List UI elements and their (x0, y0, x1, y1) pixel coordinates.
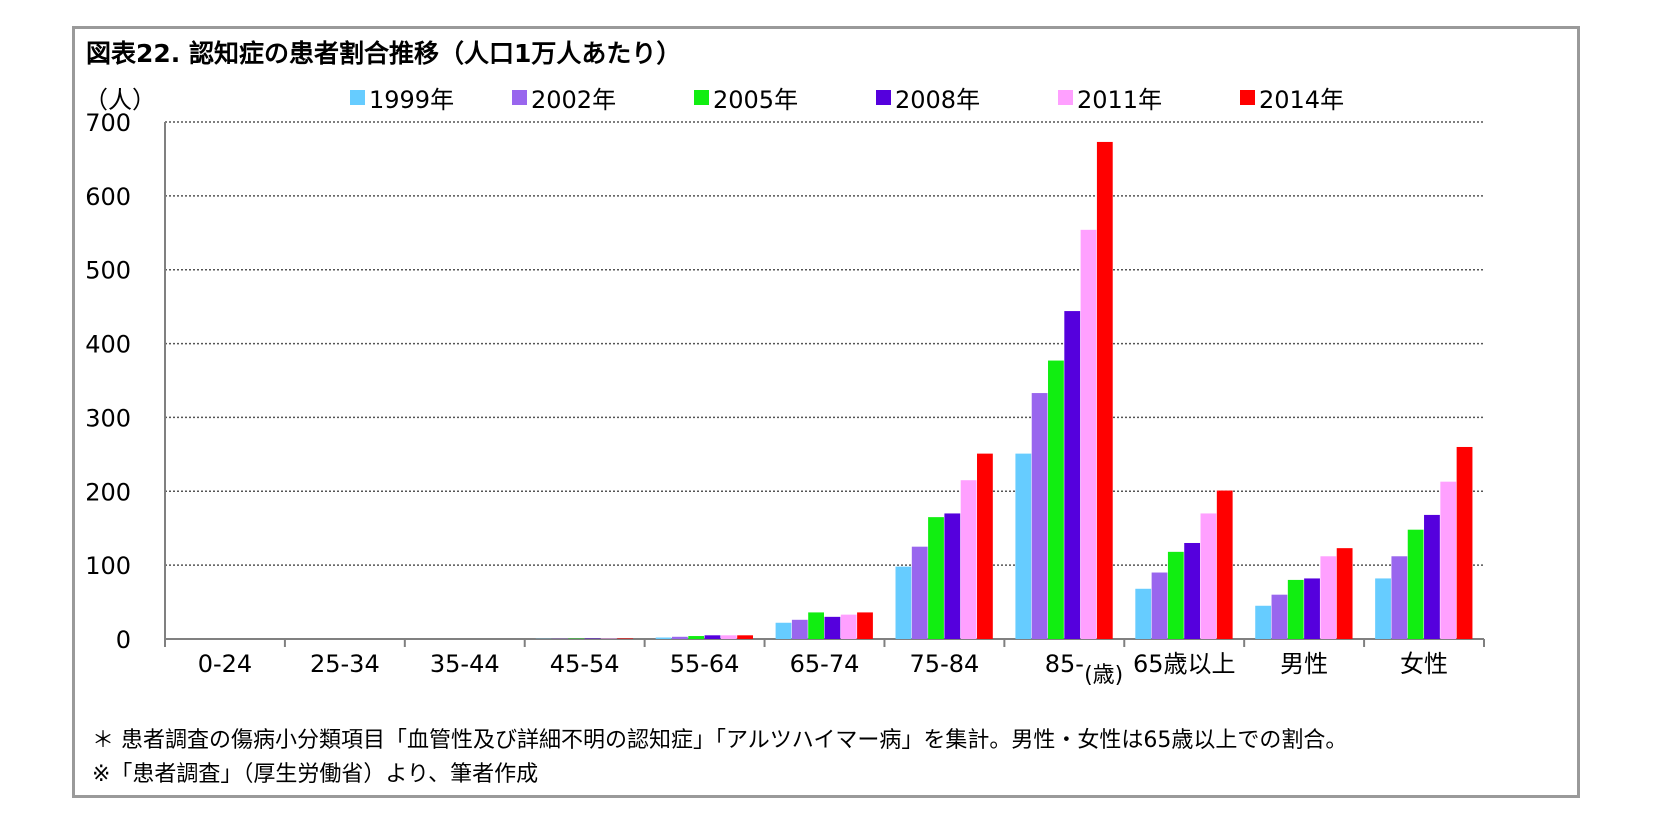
x-tick-label-10: 女性 (1400, 650, 1448, 678)
y-tick-label-0: 0 (116, 626, 131, 654)
bar-2002年-85- (1031, 393, 1048, 639)
bar-2014年-65歳以上 (1216, 490, 1233, 639)
legend-swatch-2008 (876, 90, 891, 105)
bar-1999年-男性 (1255, 605, 1272, 639)
bar-2005年-85- (1048, 360, 1064, 639)
legend-label-2002: 2002年 (531, 86, 617, 114)
bar-2011年-65-74 (840, 614, 857, 639)
legend-label-2005: 2005年 (713, 86, 799, 114)
bar-1999年-65歳以上 (1135, 588, 1152, 639)
bar-2008年-女性 (1424, 514, 1440, 639)
bar-2014年-55-64 (737, 635, 753, 639)
bar-2005年-55-64 (688, 636, 705, 639)
bar-2002年-75-84 (911, 546, 928, 639)
bar-2005年-男性 (1287, 579, 1304, 639)
bar-2005年-65歳以上 (1167, 551, 1184, 639)
bar-1999年-65-74 (775, 622, 792, 639)
chart-title: 図表22. 認知症の患者割合推移（人口1万人あたり） (86, 39, 682, 68)
bar-2005年-75-84 (928, 517, 944, 639)
y-tick-label-600: 600 (85, 183, 131, 211)
bar-2002年-女性 (1391, 556, 1408, 639)
bar-2008年-男性 (1304, 578, 1320, 639)
x-tick-label-1: 25-34 (310, 650, 380, 678)
bar-2011年-55-64 (720, 635, 737, 639)
x-tick-label-7: 85- (1045, 650, 1084, 678)
legend-item-2008: 2008年 (876, 80, 980, 115)
y-tick-label-200: 200 (85, 478, 131, 506)
y-tick-label-700: 700 (85, 109, 131, 137)
bar-2005年-女性 (1407, 529, 1424, 639)
legend-label-2008: 2008年 (895, 86, 981, 114)
bar-2014年-65-74 (857, 612, 873, 639)
bar-2011年-男性 (1320, 556, 1337, 639)
bar-2002年-男性 (1271, 594, 1288, 639)
x-tick-label-6: 75-84 (910, 650, 980, 678)
x-tick-label-4: 55-64 (670, 650, 740, 678)
legend-item-2014: 2014年 (1240, 80, 1344, 115)
bar-1999年-女性 (1375, 578, 1391, 639)
legend-swatch-2014 (1240, 90, 1255, 105)
chart-frame (72, 26, 1580, 798)
x-tick-label-9: 男性 (1280, 650, 1328, 678)
legend-item-1999: 1999年 (350, 80, 454, 115)
legend-item-2005: 2005年 (694, 80, 798, 115)
bar-2008年-65歳以上 (1184, 542, 1201, 639)
bar-2002年-65-74 (791, 619, 808, 639)
bar-2014年-85- (1096, 141, 1113, 640)
bar-2011年-85- (1080, 229, 1097, 639)
legend-swatch-2002 (512, 90, 527, 105)
legend-swatch-2005 (694, 90, 709, 105)
x-tick-label-5: 65-74 (790, 650, 860, 678)
legend-item-2002: 2002年 (512, 80, 616, 115)
x-axis-unit: (歳) (1084, 663, 1123, 688)
legend: 1999年 2002年 2005年 2008年 2011年 2014年 (350, 80, 1470, 115)
y-tick-label-500: 500 (85, 257, 131, 285)
bar-2011年-65歳以上 (1200, 513, 1217, 639)
bar-2008年-65-74 (824, 616, 841, 639)
bar-2008年-75-84 (944, 513, 961, 639)
bar-2011年-75-84 (960, 480, 977, 639)
x-tick-label-8: 65歳以上 (1133, 650, 1236, 678)
legend-label-2014: 2014年 (1259, 86, 1345, 114)
footnote-method: ＊ 患者調査の傷病小分類項目「血管性及び詳細不明の認知症」「アルツハイマー病」を… (92, 728, 1348, 753)
bar-2014年-75-84 (977, 453, 993, 639)
legend-swatch-1999 (350, 90, 365, 105)
y-axis-unit: （人） (84, 86, 156, 114)
bar-2014年-男性 (1336, 548, 1353, 639)
bar-1999年-85- (1015, 453, 1032, 639)
y-tick-label-300: 300 (85, 404, 131, 432)
bar-2011年-女性 (1440, 481, 1457, 639)
bar-2008年-55-64 (704, 635, 721, 639)
bar-2005年-65-74 (808, 612, 824, 639)
bar-1999年-75-84 (895, 566, 912, 639)
bar-2014年-女性 (1456, 446, 1473, 639)
x-tick-label-3: 45-54 (550, 650, 620, 678)
bar-2008年-85- (1064, 311, 1081, 639)
bar-2002年-55-64 (671, 636, 688, 639)
footnote-source: ※「患者調査」（厚生労働省）より、筆者作成 (92, 762, 539, 787)
legend-label-2011: 2011年 (1077, 86, 1163, 114)
x-tick-label-0: 0-24 (198, 650, 252, 678)
legend-label-1999: 1999年 (369, 86, 455, 114)
legend-item-2011: 2011年 (1058, 80, 1162, 115)
x-tick-label-2: 35-44 (430, 650, 500, 678)
bar-1999年-55-64 (655, 637, 672, 639)
bar-2002年-65歳以上 (1151, 572, 1168, 639)
footnotes: ＊ 患者調査の傷病小分類項目「血管性及び詳細不明の認知症」「アルツハイマー病」を… (92, 724, 1347, 792)
y-tick-label-400: 400 (85, 331, 131, 359)
legend-swatch-2011 (1058, 90, 1073, 105)
bar-2014年-45-54 (617, 638, 634, 639)
y-tick-label-100: 100 (85, 552, 131, 580)
